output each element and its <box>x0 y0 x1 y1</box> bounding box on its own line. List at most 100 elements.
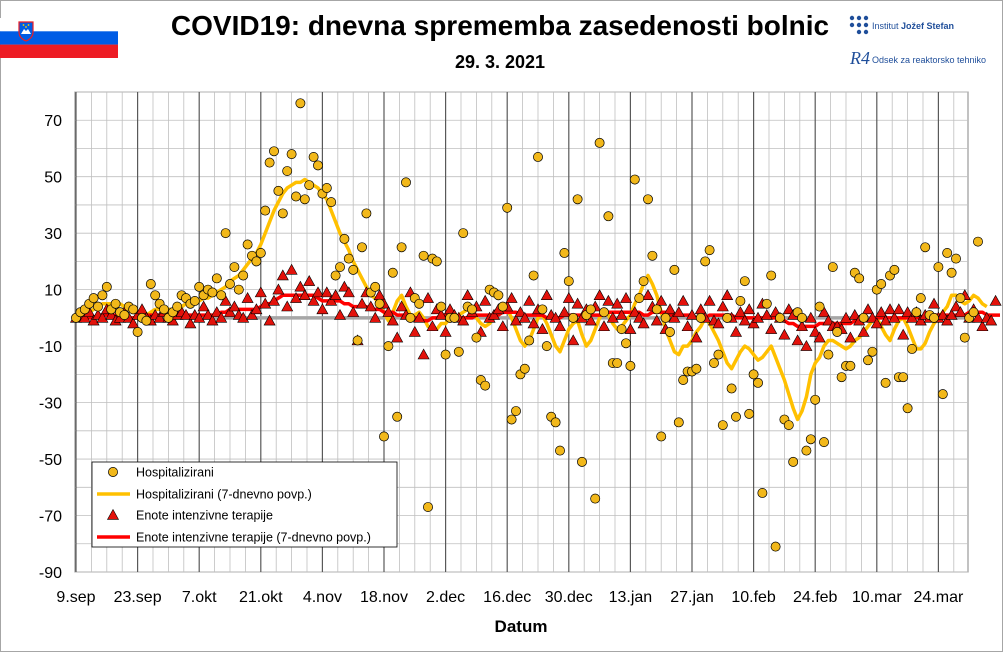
icu-point <box>663 303 677 315</box>
hosp-point <box>550 417 561 428</box>
hosp-point <box>348 264 359 275</box>
icu-point <box>936 308 949 320</box>
hosp-point <box>691 363 702 374</box>
icu-point <box>435 308 448 320</box>
r4-mark: R4 <box>850 48 870 68</box>
icu-point <box>619 291 633 303</box>
x-tick-label: 27.jan <box>670 589 714 606</box>
hosp-point <box>269 146 279 157</box>
hosp-point <box>907 343 917 354</box>
hosp-point <box>880 377 891 388</box>
hosp-point <box>973 236 983 247</box>
icu-point <box>553 320 567 332</box>
hosp-point <box>229 262 240 273</box>
hosp-point <box>295 98 306 109</box>
icu-point <box>681 320 694 332</box>
icu-point <box>857 325 870 337</box>
icu-point <box>289 291 303 303</box>
hosp-point <box>559 247 570 258</box>
icu-point <box>765 323 778 334</box>
hosp-point <box>519 363 530 374</box>
icu-point <box>395 300 408 312</box>
icu-point <box>179 308 193 320</box>
icu-point <box>822 314 835 326</box>
icu-point <box>809 325 822 337</box>
icu-point <box>914 314 927 326</box>
icu-point <box>633 311 646 323</box>
icu-point <box>883 303 897 315</box>
icu-point <box>927 297 941 309</box>
hosp-point <box>194 281 205 292</box>
x-tick-label: 13.jan <box>609 589 653 606</box>
hosp-point <box>933 262 944 273</box>
hosp-point <box>783 420 794 431</box>
hosp-point <box>383 341 394 352</box>
chart-date: 29. 3. 2021 <box>454 52 546 72</box>
hosp-point <box>823 349 834 360</box>
hosp-point <box>255 247 266 258</box>
icu-point <box>215 311 228 323</box>
hosp-point <box>313 160 323 171</box>
hosp-point <box>145 279 156 289</box>
icu-point <box>778 328 791 340</box>
hosp-point <box>101 281 112 292</box>
y-tick-label: 30 <box>44 226 62 243</box>
legend-marker <box>106 508 120 520</box>
hosp-point <box>330 270 341 281</box>
hosp-point <box>361 208 372 219</box>
icu-point <box>320 286 333 298</box>
icu-point <box>584 314 597 326</box>
x-tick-label: 4.nov <box>303 589 342 606</box>
hosp-point <box>97 290 108 301</box>
hosp-point <box>915 293 926 304</box>
hosp-point <box>594 137 605 148</box>
hosp-point <box>770 541 781 552</box>
icu-point <box>496 320 509 332</box>
icu-point <box>206 314 219 326</box>
icu-point <box>901 306 914 317</box>
hosp-point <box>775 312 785 323</box>
hosp-point <box>220 228 231 239</box>
hosp-point <box>704 245 715 256</box>
hosp-point <box>502 202 513 213</box>
icu-point <box>439 325 452 337</box>
hosp-point <box>242 239 253 250</box>
hosp-point <box>119 310 130 321</box>
hosp-point <box>797 312 807 323</box>
icu-point <box>760 308 773 320</box>
icu-point <box>804 311 817 323</box>
icu-point <box>611 297 624 309</box>
y-tick-label: -30 <box>39 396 62 413</box>
hosp-point <box>480 380 491 391</box>
icu-point <box>386 314 399 326</box>
slovenia-flag-icon <box>0 18 118 58</box>
icu-point <box>791 334 804 346</box>
hosp-point <box>387 267 398 278</box>
icu-point <box>549 311 562 323</box>
icu-point <box>87 314 100 326</box>
x-tick-label: 24.feb <box>793 589 838 606</box>
hosp-point <box>717 420 728 431</box>
hosp-point <box>528 270 539 281</box>
icu-point <box>954 306 967 317</box>
hosp-point <box>370 281 381 292</box>
hosp-point <box>647 250 658 261</box>
hosp-point <box>788 456 799 467</box>
hosp-point <box>867 346 878 357</box>
icu-point <box>941 314 954 326</box>
hosp-point <box>678 375 689 385</box>
x-tick-label: 23.sep <box>114 589 162 606</box>
icu-point <box>677 294 690 306</box>
hosp-point <box>396 242 407 253</box>
icu-point <box>989 294 1002 306</box>
legend: Hospitalizirani Hospitalizirani (7-dnevno… <box>91 461 398 548</box>
r4-logo-text: Odsek za reaktorsko tehniko <box>872 55 987 65</box>
hosp-point <box>321 183 332 193</box>
hosp-point <box>621 338 631 349</box>
icu-point <box>250 303 263 315</box>
icu-point <box>628 306 641 317</box>
ijs-dots-icon <box>849 15 869 35</box>
hosp-point <box>423 502 433 513</box>
hosp-point <box>568 312 579 323</box>
hosp-point <box>651 304 662 315</box>
